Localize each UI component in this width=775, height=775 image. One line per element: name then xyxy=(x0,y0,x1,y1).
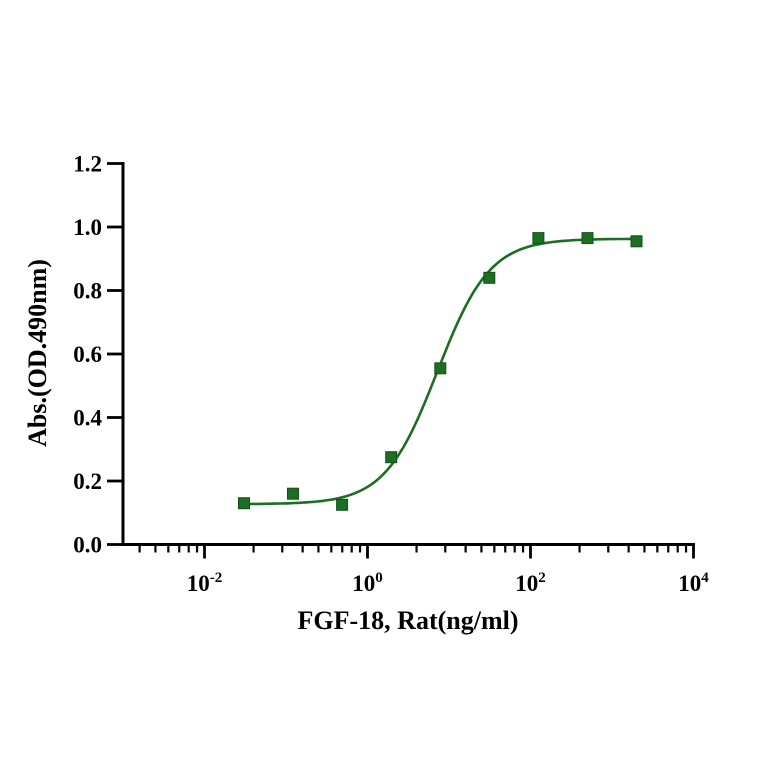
data-point-marker xyxy=(287,487,299,500)
y-tick-label: 0.4 xyxy=(73,406,102,431)
data-point-marker xyxy=(238,497,250,510)
data-point-marker xyxy=(434,362,447,375)
y-tick-label: 0.2 xyxy=(73,469,102,494)
data-point-marker xyxy=(483,271,496,284)
data-point-marker xyxy=(630,235,643,248)
data-point-marker xyxy=(336,498,349,511)
x-tick-label: 10-2 xyxy=(187,570,223,596)
y-tick-label: 1.0 xyxy=(73,215,102,240)
data-point-marker xyxy=(581,232,594,245)
x-tick-label: 104 xyxy=(678,570,709,596)
data-point-marker xyxy=(532,232,545,245)
y-tick-label: 0.6 xyxy=(73,342,102,367)
y-tick-label: 1.2 xyxy=(73,152,102,177)
x-axis-title: FGF-18, Rat(ng/ml) xyxy=(298,606,519,635)
y-tick-label: 0.8 xyxy=(73,279,102,304)
y-axis-title: Abs.(OD.490nm) xyxy=(23,259,52,447)
x-tick-label: 100 xyxy=(352,570,383,596)
y-tick-label: 0.0 xyxy=(73,533,102,558)
x-tick-label: 102 xyxy=(515,570,546,596)
data-point-marker xyxy=(385,451,398,464)
plot-area: 0.0 0.2 0.4 0.6 0.8 1.0 1.2 10-2 100 102 104 xyxy=(73,152,709,597)
